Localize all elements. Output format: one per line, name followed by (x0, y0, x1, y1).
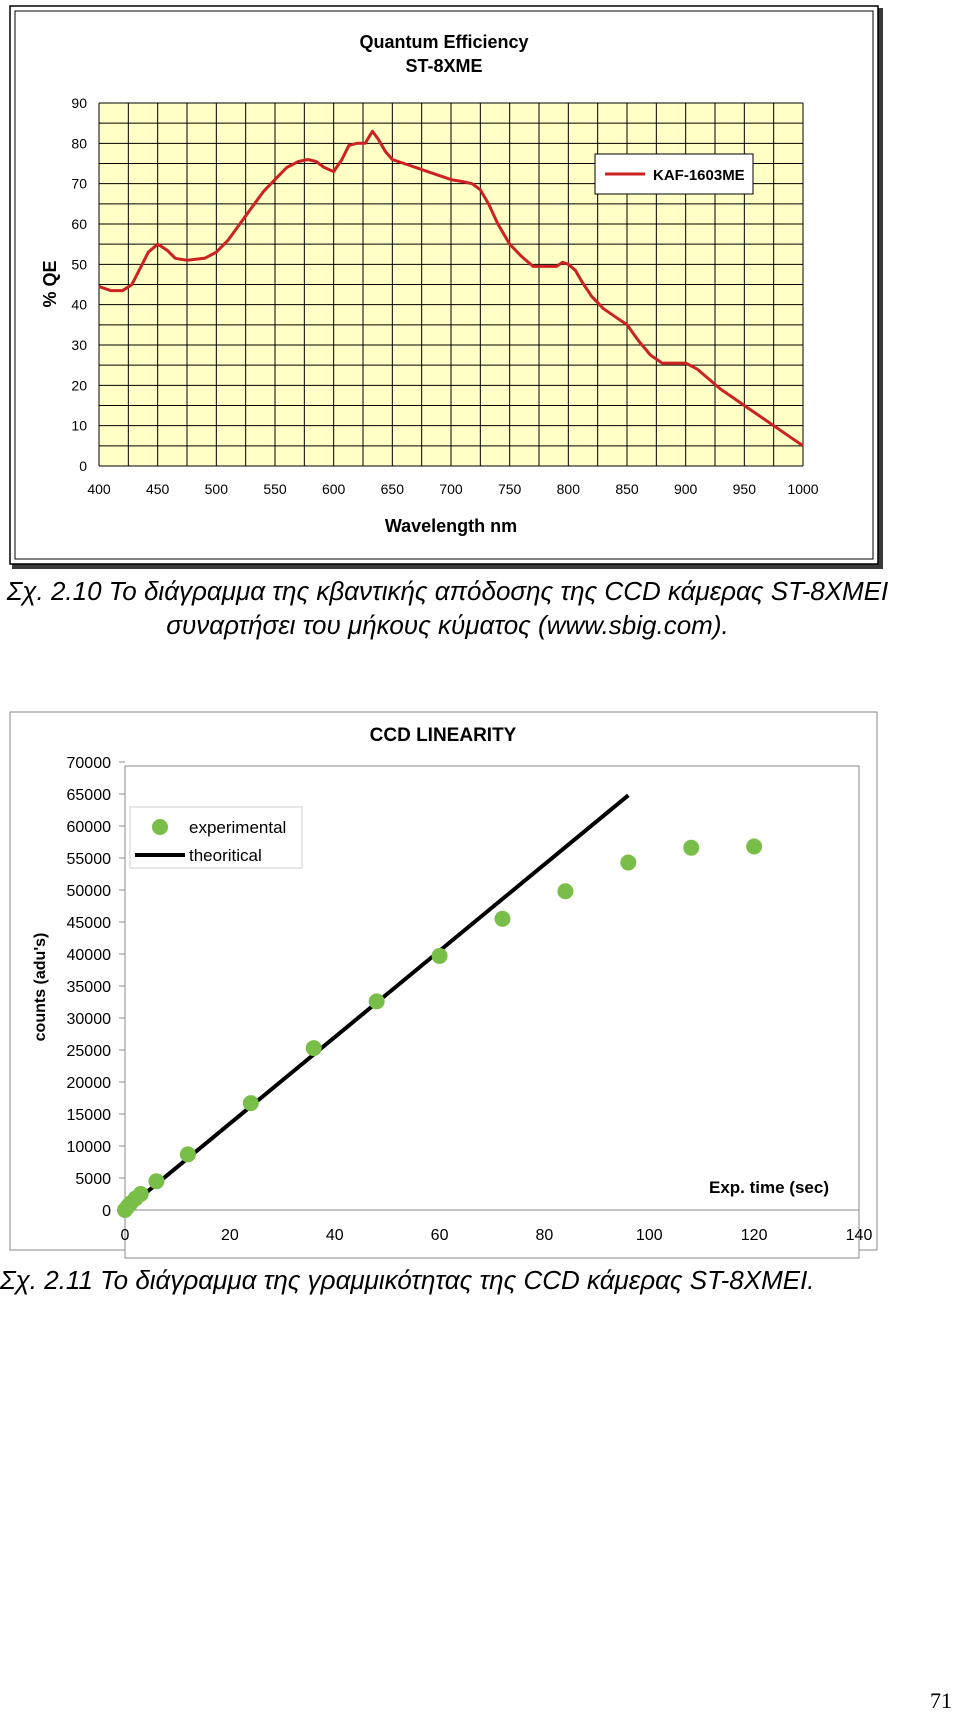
qe-series-line (98, 129, 804, 448)
qe-y-tick-label: 70 (71, 176, 87, 192)
qe-y-tick-label: 60 (71, 216, 87, 232)
qe-x-axis-label: Wavelength nm (385, 516, 517, 536)
lin-x-tick-label: 100 (636, 1227, 663, 1244)
lin-legend-experimental: experimental (189, 818, 286, 837)
lin-y-tick-label: 5000 (75, 1171, 111, 1188)
qe-x-tick-label: 550 (263, 481, 287, 497)
lin-data-point (494, 910, 511, 927)
lin-data-point (683, 839, 700, 856)
qe-x-tick-label: 500 (205, 481, 229, 497)
qe-x-tick-label: 1000 (787, 481, 818, 497)
lin-y-tick-label: 25000 (67, 1043, 112, 1060)
lin-x-tick-labels: 0 20 40 60 80 100 120 140 (121, 1227, 873, 1244)
lin-y-axis-label: counts (adu's) (32, 933, 49, 1042)
qe-x-tick-label: 800 (557, 481, 581, 497)
qe-y-tick-label: 20 (71, 377, 87, 393)
lin-y-tick-label: 50000 (67, 883, 112, 900)
lin-y-tick-label: 40000 (67, 947, 112, 964)
qe-x-tick-label: 400 (87, 481, 111, 497)
qe-y-tick-label: 90 (71, 95, 87, 111)
lin-y-tick-label: 10000 (67, 1139, 112, 1156)
lin-x-tick-label: 80 (536, 1227, 554, 1244)
lin-y-tick-labels: 0 5000 10000 15000 20000 25000 30000 35000 40000… (67, 755, 125, 1220)
lin-data-point (242, 1095, 259, 1112)
lin-y-tick-label: 0 (102, 1203, 111, 1220)
lin-y-tick-label: 20000 (67, 1075, 112, 1092)
qe-y-tick-label: 50 (71, 256, 87, 272)
qe-y-tick-label: 30 (71, 337, 87, 353)
lin-experimental-points (117, 838, 763, 1218)
linearity-figure-caption: Σχ. 2.11 Το διάγραμμα της γραμμικότητας … (0, 1265, 815, 1295)
qe-x-tick-label: 850 (615, 481, 639, 497)
lin-x-axis-label: Exp. time (sec) (709, 1178, 829, 1197)
lin-data-point (368, 993, 385, 1010)
lin-x-tick-label: 140 (846, 1227, 873, 1244)
page-number: 71 (930, 1688, 952, 1713)
qe-x-tick-label: 450 (146, 481, 170, 497)
qe-x-tick-label: 950 (733, 481, 757, 497)
qe-legend-label: KAF-1603ME (653, 167, 745, 184)
lin-data-point (746, 838, 763, 855)
qe-x-tick-label: 650 (381, 481, 405, 497)
qe-x-tick-label: 750 (498, 481, 522, 497)
lin-data-point (148, 1173, 165, 1190)
qe-x-tick-labels: 400 450 500 550 600 650 700 750 800 850 900 950 1000 (87, 481, 818, 497)
lin-y-tick-label: 35000 (67, 979, 112, 996)
lin-data-point (305, 1040, 322, 1057)
lin-x-tick-label: 40 (326, 1227, 344, 1244)
qe-chart-subtitle: ST-8XME (405, 56, 482, 76)
lin-legend-theoritical: theoritical (189, 846, 262, 865)
qe-y-tick-labels: 0 10 20 30 40 50 60 70 80 90 (71, 95, 87, 474)
lin-y-tick-label: 65000 (67, 787, 112, 804)
lin-legend: experimental theoritical (129, 806, 303, 869)
quantum-efficiency-chart: Quantum Efficiency ST-8XME 0 10 20 30 40 50 60… (9, 5, 883, 569)
lin-data-point (431, 947, 448, 964)
qe-x-tick-label: 700 (439, 481, 463, 497)
qe-figure-caption: Σχ. 2.10 Το διάγραμμα της κβαντικής απόδ… (6, 576, 889, 640)
ccd-linearity-chart: CCD LINEARITY 0 5000 10000 15000 20000 25000 3… (9, 711, 878, 1259)
lin-x-tick-label: 60 (431, 1227, 449, 1244)
qe-y-tick-label: 40 (71, 297, 87, 313)
qe-legend: KAF-1603ME (594, 153, 754, 195)
lin-y-tick-label: 55000 (67, 851, 112, 868)
qe-chart-title: Quantum Efficiency (359, 32, 528, 52)
lin-chart-title: CCD LINEARITY (370, 725, 517, 746)
lin-data-point (620, 854, 637, 871)
lin-y-tick-label: 15000 (67, 1107, 112, 1124)
lin-x-tick-label: 120 (741, 1227, 768, 1244)
qe-y-tick-label: 0 (79, 458, 87, 474)
qe-gridlines (98, 102, 804, 467)
qe-y-tick-label: 10 (71, 418, 87, 434)
lin-y-tick-label: 45000 (67, 915, 112, 932)
lin-legend-marker (152, 819, 168, 835)
qe-y-axis-label: % QE (40, 260, 60, 307)
lin-data-point (132, 1186, 149, 1202)
lin-x-tick-label: 20 (221, 1227, 239, 1244)
lin-data-point (557, 883, 574, 900)
qe-y-tick-label: 80 (71, 135, 87, 151)
lin-y-tick-label: 70000 (67, 755, 112, 772)
lin-y-tick-label: 30000 (67, 1011, 112, 1028)
qe-x-tick-label: 600 (322, 481, 346, 497)
lin-x-tick-label: 0 (121, 1227, 130, 1244)
lin-y-tick-label: 60000 (67, 819, 112, 836)
lin-data-point (179, 1146, 196, 1163)
qe-x-tick-label: 900 (674, 481, 698, 497)
